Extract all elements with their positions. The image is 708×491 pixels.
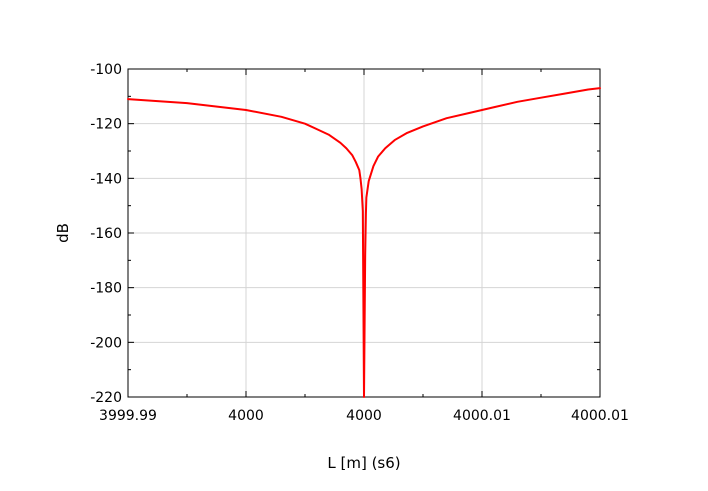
x-tick-label: 4000.01 xyxy=(571,408,629,424)
x-tick-label: 4000 xyxy=(228,408,264,424)
x-tick-label-layer: 3999.99 4000 4000 4000.01 4000.01 xyxy=(99,408,629,424)
y-tick-label: -140 xyxy=(90,171,122,187)
x-tick-label: 3999.99 xyxy=(99,408,157,424)
y-tick-label: -100 xyxy=(90,62,122,78)
y-tick-label: -220 xyxy=(90,390,122,406)
y-axis-title: dB xyxy=(54,223,72,243)
series-layer xyxy=(127,87,601,398)
y-tick-label: -200 xyxy=(90,335,122,351)
y-tick-label-layer: -100 -120 -140 -160 -180 -200 -220 xyxy=(90,62,122,406)
x-axis-title: L [m] (s6) xyxy=(327,454,400,472)
y-tick-label: -120 xyxy=(90,117,122,133)
y-tick-label: -180 xyxy=(90,281,122,297)
x-tick-label: 4000 xyxy=(346,408,382,424)
x-tick-label: 4000.01 xyxy=(453,408,511,424)
y-tick-label: -160 xyxy=(90,226,122,242)
series-line xyxy=(127,87,601,398)
